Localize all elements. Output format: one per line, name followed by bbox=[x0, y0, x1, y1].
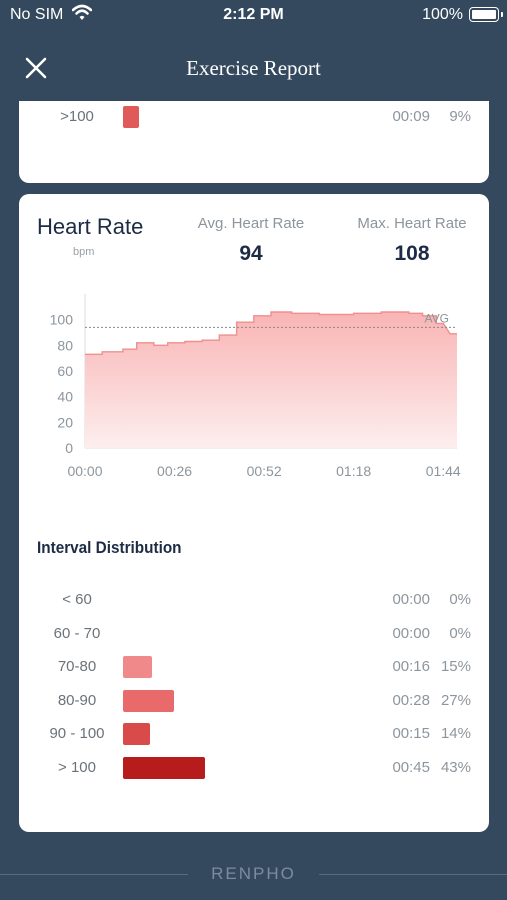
interval-row-label: 60 - 70 bbox=[53, 624, 101, 642]
brand-logo: RENPHO bbox=[211, 864, 296, 883]
max-heart-rate-value: 108 bbox=[394, 242, 430, 265]
page-title: Exercise Report bbox=[186, 56, 321, 80]
interval-distribution-title: Interval Distribution bbox=[37, 538, 182, 557]
battery-percent: 100% bbox=[422, 6, 463, 23]
max-heart-rate-label: Max. Heart Rate bbox=[357, 215, 467, 232]
x-tick-label: 00:26 bbox=[157, 463, 192, 479]
x-tick-label: 00:00 bbox=[67, 463, 102, 479]
interval-row: 80-90 00:28 27% bbox=[19, 689, 489, 713]
x-tick-label: 01:18 bbox=[336, 463, 371, 479]
interval-row: 90 - 100 00:15 14% bbox=[19, 722, 489, 746]
carrier-label: No SIM bbox=[10, 6, 64, 23]
interval-row-label: < 60 bbox=[62, 591, 92, 608]
interval-row: >100 00:09 9% bbox=[19, 105, 489, 129]
interval-row-label: > 100 bbox=[58, 758, 96, 776]
close-icon[interactable] bbox=[20, 52, 52, 84]
interval-row-duration: 00:45 bbox=[392, 758, 430, 776]
interval-row: 60 - 70 00:00 0% bbox=[19, 622, 489, 646]
heart-rate-area bbox=[85, 312, 457, 448]
interval-row-duration: 00:15 bbox=[392, 725, 430, 742]
nav-bar: Exercise Report bbox=[0, 36, 507, 100]
x-tick-label: 01:44 bbox=[426, 463, 461, 479]
wifi-icon bbox=[72, 4, 92, 20]
battery-icon bbox=[469, 7, 503, 22]
y-tick-label: 60 bbox=[57, 363, 73, 379]
interval-row-percent: 27% bbox=[440, 691, 471, 709]
y-tick-label: 40 bbox=[57, 389, 73, 405]
heart-rate-title: Heart Rate bbox=[37, 214, 144, 239]
y-tick-label: 0 bbox=[65, 440, 73, 456]
interval-row-percent: 0% bbox=[449, 624, 471, 642]
interval-row-bar bbox=[123, 106, 139, 128]
interval-row: 70-80 00:16 15% bbox=[19, 655, 489, 679]
interval-row-label: 80-90 bbox=[57, 691, 97, 709]
avg-label: AVG bbox=[425, 311, 449, 325]
heart-rate-card: Heart Rate bpm Avg. Heart Rate 94 Max. H… bbox=[19, 194, 489, 832]
interval-row-percent: 0% bbox=[449, 591, 471, 608]
x-tick-label: 00:52 bbox=[247, 463, 282, 479]
interval-row-bar bbox=[123, 756, 205, 779]
avg-heart-rate-label: Avg. Heart Rate bbox=[197, 215, 305, 232]
heart-rate-line bbox=[85, 311, 457, 355]
interval-row-duration: 00:00 bbox=[392, 591, 430, 608]
interval-row-percent: 43% bbox=[440, 758, 471, 776]
interval-row-percent: 9% bbox=[449, 108, 471, 125]
interval-row-percent: 15% bbox=[440, 658, 471, 675]
interval-row-bar bbox=[123, 723, 150, 745]
interval-row-bar bbox=[123, 656, 152, 678]
y-tick-label: 100 bbox=[50, 312, 74, 328]
clock: 2:12 PM bbox=[223, 6, 284, 23]
interval-row: < 60 00:00 0% bbox=[19, 588, 489, 612]
interval-row-label: >100 bbox=[60, 108, 94, 125]
status-bar: No SIM 2:12 PM 100% bbox=[0, 0, 507, 30]
y-tick-label: 80 bbox=[57, 337, 73, 353]
footer-divider-right bbox=[319, 874, 507, 875]
heart-rate-unit: bpm bbox=[73, 246, 95, 258]
interval-row: > 100 00:45 43% bbox=[19, 756, 489, 780]
interval-row-duration: 00:00 bbox=[392, 624, 430, 642]
avg-heart-rate-value: 94 bbox=[239, 242, 263, 265]
interval-row-label: 70-80 bbox=[57, 658, 97, 675]
interval-row-duration: 00:16 bbox=[392, 658, 430, 675]
interval-row-duration: 00:09 bbox=[392, 108, 430, 125]
interval-row-label: 90 - 100 bbox=[49, 725, 105, 742]
footer-divider-left bbox=[0, 874, 188, 875]
interval-row-bar bbox=[123, 689, 175, 712]
footer: RENPHO bbox=[0, 862, 507, 886]
y-tick-label: 20 bbox=[57, 414, 73, 430]
interval-card-partial: >100 00:09 9% bbox=[19, 101, 489, 183]
interval-row-duration: 00:28 bbox=[392, 691, 430, 709]
interval-row-percent: 14% bbox=[440, 725, 471, 742]
heart-rate-chart: AVG 0 20 40 60 80 100 00:00 00:26 00:52 01:18 01:44 bbox=[50, 294, 461, 479]
